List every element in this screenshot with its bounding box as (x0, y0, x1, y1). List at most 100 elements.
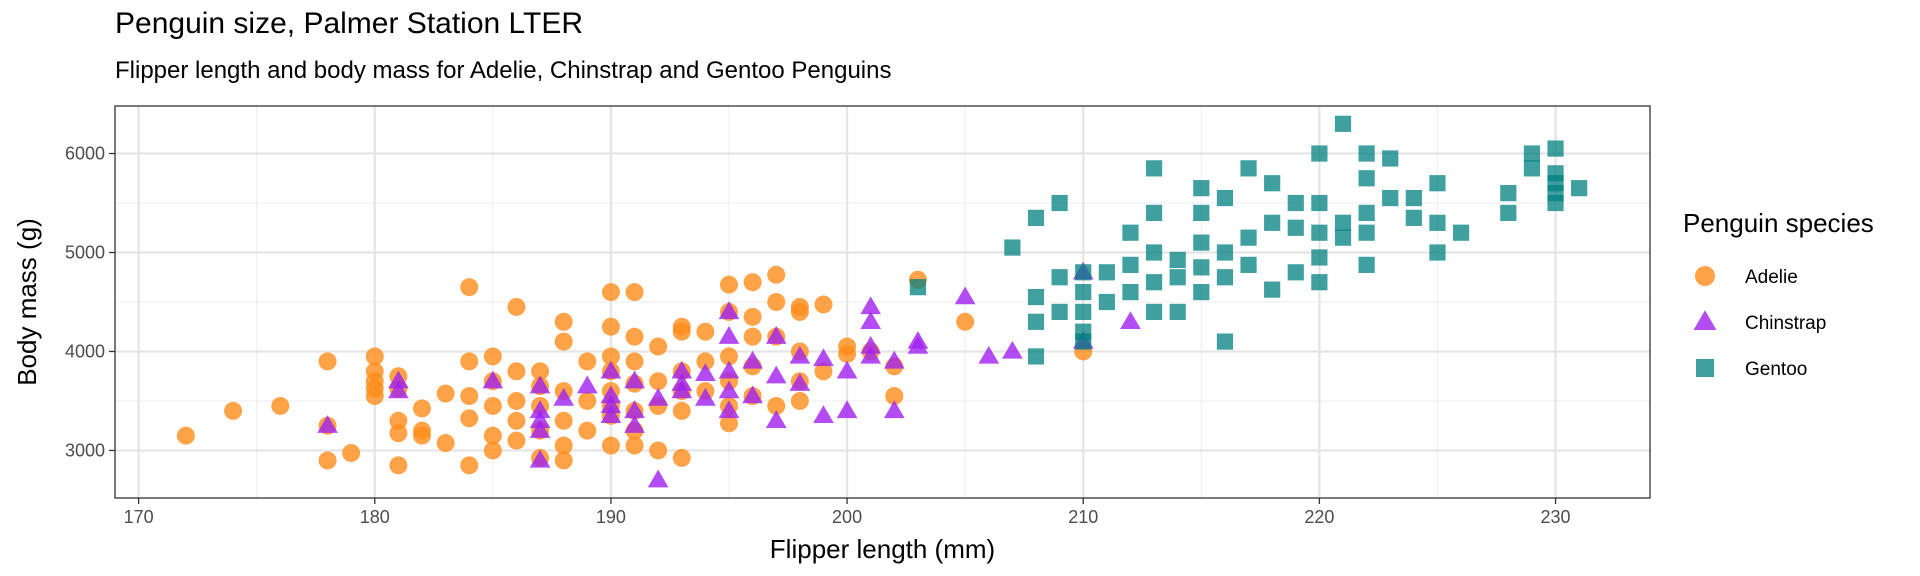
adelie-point (460, 409, 479, 428)
chinstrap-point (907, 335, 929, 354)
x-axis: 170 180 190 200 210 220 230 (124, 498, 1571, 527)
adelie-point (483, 441, 502, 460)
gentoo-point (1405, 209, 1422, 226)
chinstrap-point (695, 387, 716, 406)
adelie-point (743, 327, 762, 346)
gentoo-point (1500, 185, 1517, 202)
gentoo-point (1075, 333, 1092, 350)
chinstrap-point (978, 345, 1000, 364)
gentoo-point (1027, 348, 1045, 365)
chinstrap-point (813, 405, 834, 424)
gentoo-point (1193, 234, 1210, 251)
adelie-point (767, 265, 786, 284)
chinstrap-point (883, 400, 905, 419)
adelie-series (176, 265, 1093, 475)
chinstrap-point (860, 311, 882, 329)
legend: Penguin species Adelie Chinstrap Gentoo (1683, 208, 1874, 380)
adelie-point (814, 362, 833, 381)
chinstrap-point (529, 400, 551, 419)
gentoo-point (1075, 264, 1092, 281)
adelie-point (507, 391, 526, 410)
gentoo-point (1122, 256, 1139, 273)
chinstrap-point (553, 387, 575, 406)
chinstrap-point (813, 348, 834, 367)
gentoo-point (1145, 204, 1163, 222)
adelie-point (389, 456, 408, 475)
gentoo-point (1169, 269, 1186, 286)
chinstrap-point (624, 370, 645, 389)
gentoo-point (1429, 214, 1446, 231)
y-tick-label: 3000 (65, 440, 105, 460)
y-tick-label: 5000 (65, 243, 105, 263)
gentoo-point (1358, 256, 1375, 273)
gentoo-point (1311, 194, 1328, 212)
adelie-point (460, 456, 479, 475)
x-tick-label: 170 (124, 507, 154, 527)
x-tick-label: 220 (1304, 507, 1334, 527)
chinstrap-point (718, 301, 740, 320)
adelie-point (318, 352, 337, 371)
adelie-point (672, 448, 691, 467)
adelie-point (507, 297, 526, 316)
adelie-point (625, 283, 644, 302)
gentoo-point (1523, 160, 1541, 177)
adelie-point (483, 426, 502, 445)
chinstrap-point (671, 380, 693, 399)
adelie-point (625, 436, 644, 455)
adelie-point (460, 278, 479, 297)
adelie-point (342, 443, 361, 462)
data-points (176, 115, 1588, 488)
adelie-point (365, 387, 384, 406)
chinstrap-point (765, 326, 787, 344)
adelie-point (554, 436, 573, 455)
chinstrap-point (883, 350, 905, 369)
gentoo-point (1145, 160, 1163, 177)
gentoo-point (1311, 249, 1328, 266)
adelie-point (625, 352, 644, 371)
adelie-point (389, 411, 408, 430)
chinstrap-point (600, 395, 622, 414)
adelie-point (507, 362, 526, 381)
adelie-point (814, 295, 833, 314)
adelie-point (838, 344, 857, 363)
legend-key-chinstrap (1693, 310, 1717, 330)
adelie-point (413, 426, 431, 445)
adelie-point (672, 401, 691, 420)
gentoo-point (1051, 303, 1068, 320)
adelie-point (507, 411, 526, 430)
gentoo-point (1193, 259, 1210, 276)
gentoo-point (1452, 224, 1470, 241)
gentoo-point (1145, 244, 1163, 261)
gentoo-point (1334, 115, 1352, 132)
gentoo-point (1122, 224, 1139, 241)
gentoo-point (1051, 194, 1068, 212)
adelie-point (507, 431, 526, 450)
adelie-point (767, 396, 786, 415)
gentoo-point (1287, 219, 1304, 236)
chinstrap-point (624, 415, 645, 433)
adelie-point (554, 332, 573, 351)
chinstrap-series (317, 261, 1141, 488)
gentoo-point (1216, 333, 1234, 350)
legend-key-adelie (1695, 266, 1715, 286)
x-tick-label: 210 (1068, 507, 1098, 527)
gentoo-point (1358, 145, 1375, 162)
gentoo-point (1500, 204, 1517, 222)
adelie-point (720, 414, 738, 433)
chinstrap-point (789, 373, 811, 391)
chinstrap-point (388, 370, 409, 389)
adelie-point (956, 312, 975, 331)
gentoo-point (1027, 288, 1045, 306)
gentoo-point (1358, 204, 1375, 222)
gentoo-point (1382, 150, 1399, 167)
chinstrap-point (836, 400, 858, 419)
gentoo-point (1358, 224, 1375, 241)
gentoo-point (1193, 284, 1210, 301)
gentoo-point (1523, 145, 1541, 162)
x-tick-label: 230 (1541, 507, 1571, 527)
chinstrap-point (624, 400, 645, 419)
chinstrap-point (600, 385, 622, 404)
chinstrap-point (718, 360, 740, 379)
y-axis-title: Body mass (g) (12, 218, 42, 386)
